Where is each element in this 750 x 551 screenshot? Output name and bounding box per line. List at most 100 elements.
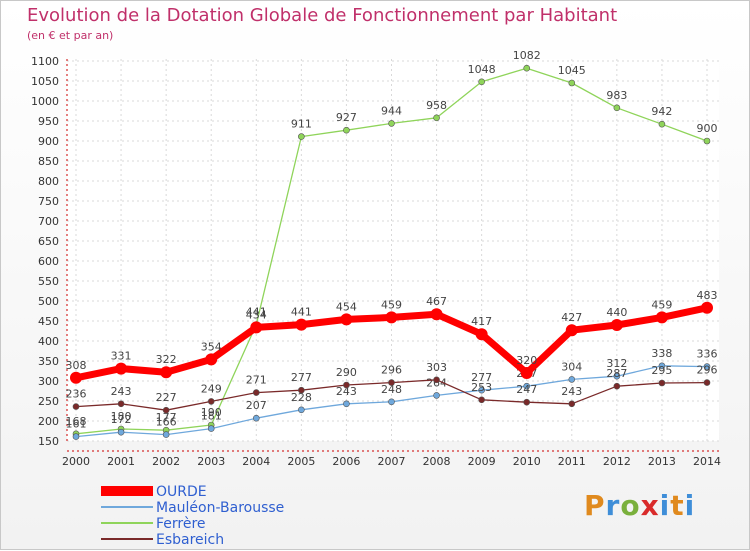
data-point	[252, 389, 260, 396]
y-tick-label: 1000	[31, 95, 59, 108]
data-point	[475, 328, 488, 341]
data-label: 983	[606, 89, 627, 102]
data-point	[343, 400, 350, 408]
data-point	[207, 425, 215, 432]
data-label: 1048	[468, 63, 496, 76]
data-label: 168	[66, 415, 87, 428]
data-label: 440	[606, 306, 627, 319]
data-label: 296	[381, 364, 402, 377]
data-label: 190	[201, 406, 222, 419]
y-tick-label: 300	[38, 375, 59, 388]
legend-label: Esbareich	[156, 532, 224, 548]
data-point	[523, 64, 531, 72]
data-point	[568, 400, 576, 408]
data-point	[613, 372, 621, 380]
data-label: 322	[156, 353, 177, 366]
data-point	[433, 392, 440, 399]
data-point	[343, 381, 350, 389]
data-label: 911	[291, 118, 312, 131]
data-point	[205, 353, 218, 366]
data-label: 295	[651, 364, 672, 377]
data-label: 427	[561, 311, 582, 324]
data-point	[343, 126, 350, 134]
data-point	[388, 398, 395, 406]
data-point	[340, 313, 353, 326]
y-tick-label: 950	[38, 115, 59, 128]
data-label: 958	[426, 99, 447, 112]
data-label: 320	[516, 354, 537, 367]
data-point	[613, 382, 621, 390]
data-point	[568, 79, 576, 87]
data-label: 236	[66, 388, 87, 401]
y-tick-label: 1050	[31, 75, 59, 88]
y-tick-label: 750	[38, 195, 59, 208]
data-label: 459	[381, 298, 402, 311]
data-label: 459	[651, 298, 672, 311]
data-label: 161	[66, 418, 87, 431]
x-tick-label: 2000	[62, 455, 90, 468]
data-label: 287	[606, 367, 627, 380]
y-tick-label: 150	[38, 435, 59, 448]
data-point	[295, 318, 308, 331]
data-point	[430, 308, 443, 321]
data-label: 228	[291, 391, 312, 404]
data-label: 296	[697, 364, 718, 377]
data-point	[701, 301, 713, 314]
data-point	[72, 403, 80, 410]
data-point	[115, 362, 128, 375]
data-label: 1082	[513, 49, 541, 62]
data-label: 166	[156, 416, 177, 429]
data-point	[252, 414, 260, 422]
y-tick-label: 900	[38, 135, 59, 148]
y-tick-label: 350	[38, 355, 59, 368]
data-label: 243	[561, 385, 582, 398]
data-point	[70, 371, 82, 384]
data-point	[298, 406, 305, 414]
data-label: 207	[246, 399, 267, 412]
data-label: 467	[426, 295, 447, 308]
data-label: 336	[697, 348, 718, 361]
data-label: 454	[336, 300, 357, 313]
legend-label: Ferrère	[156, 516, 206, 532]
y-tick-label: 700	[38, 215, 59, 228]
data-label: 248	[381, 383, 402, 396]
legend-label: Mauléon-Barousse	[156, 500, 284, 516]
chart-subtitle: (en € et par an)	[27, 29, 114, 42]
data-point	[520, 367, 533, 379]
data-point	[72, 433, 80, 440]
data-label: 271	[246, 374, 267, 387]
y-tick-label: 400	[38, 335, 59, 348]
x-tick-label: 2008	[423, 455, 451, 468]
y-tick-label: 650	[38, 235, 59, 248]
data-point	[523, 382, 531, 390]
data-label: 312	[606, 357, 627, 370]
data-point	[388, 379, 395, 386]
data-label: 247	[516, 383, 537, 396]
data-point	[703, 379, 711, 386]
data-label: 277	[471, 371, 492, 384]
data-label: 180	[111, 410, 132, 423]
data-label: 434	[246, 308, 267, 321]
data-label: 303	[426, 361, 447, 374]
data-point	[433, 114, 440, 122]
data-point	[162, 431, 170, 438]
data-label: 417	[471, 315, 492, 328]
data-label: 243	[336, 385, 357, 398]
data-point	[250, 321, 263, 334]
data-point	[703, 363, 711, 370]
x-tick-label: 2003	[197, 455, 225, 468]
data-point	[658, 120, 666, 128]
data-label: 172	[111, 413, 132, 426]
x-tick-label: 2012	[603, 455, 631, 468]
data-label: 942	[651, 105, 672, 118]
data-point	[478, 386, 485, 394]
data-point	[117, 400, 125, 408]
y-tick-label: 550	[38, 275, 59, 288]
chart-title: Evolution de la Dotation Globale de Fonc…	[27, 5, 618, 26]
y-tick-label: 600	[38, 255, 59, 268]
data-point	[658, 362, 666, 370]
data-point	[478, 78, 485, 86]
data-point	[160, 366, 173, 379]
data-label: 900	[697, 122, 718, 135]
